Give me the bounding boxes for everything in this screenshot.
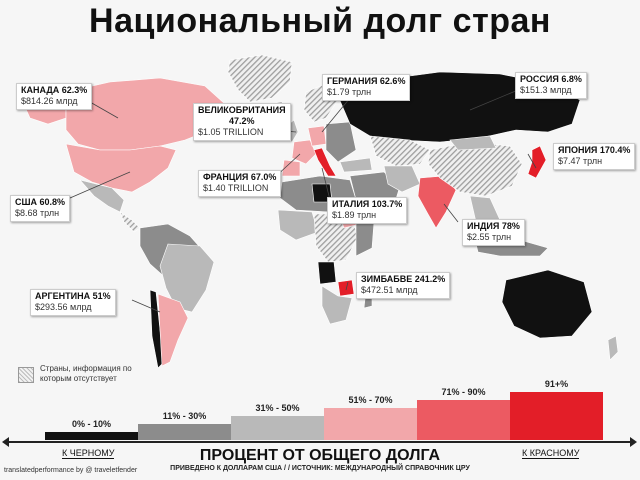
scale-subtitle: ПРИВЕДЕНО К ДОЛЛАРАМ США / / ИСТОЧНИК: М… — [170, 465, 470, 472]
legend-bin-3 — [231, 416, 324, 440]
canada-callout: КАНАДА 62.3% $814.26 млрд — [16, 83, 93, 110]
uk-value: $1.05 TRILLION — [198, 127, 264, 137]
southern-africa-region — [321, 285, 353, 325]
zimbabwe-callout: ЗИМБАБВЕ 241.2% $472.51 млрд — [356, 272, 451, 299]
mongolia-region — [449, 135, 497, 151]
uk-percent: 47.2% — [229, 116, 255, 126]
new-zealand-region — [607, 335, 619, 361]
usa-callout: США 60.8% $8.68 трлн — [10, 195, 71, 222]
uk-label: ВЕЛИКОБРИТАНИЯ — [198, 105, 286, 115]
canada-region — [65, 77, 226, 151]
central-america-region — [119, 211, 141, 233]
legend-bin-1 — [45, 432, 138, 440]
france-region — [291, 139, 317, 165]
legend-bin-4 — [324, 408, 417, 440]
central-asia-region — [369, 135, 431, 167]
west-africa-region — [277, 209, 319, 241]
scale-title: ПРОЦЕНТ ОТ ОБЩЕГО ДОЛГА — [199, 447, 441, 464]
russia-label: РОССИЯ 6.8% — [520, 74, 582, 84]
zimbabwe-region — [337, 279, 355, 297]
arrow-right-icon — [630, 437, 637, 447]
australia-region — [501, 269, 593, 339]
argentina-value: $293.56 млрд — [35, 302, 92, 312]
brazil-region — [159, 243, 215, 313]
russia-callout: РОССИЯ 6.8% $151.3 млрд — [515, 72, 587, 99]
legend-bin-6 — [510, 392, 603, 440]
india-label: ИНДИЯ 78% — [467, 221, 520, 231]
iran-region — [383, 165, 421, 193]
east-africa-region — [355, 221, 375, 257]
france-label: ФРАНЦИЯ 67.0% — [203, 172, 277, 182]
turkey-region — [339, 157, 373, 173]
france-value: $1.40 TRILLION — [203, 183, 269, 193]
legend-bin-label: 51% - 70% — [348, 395, 393, 405]
spain-region — [281, 159, 301, 177]
japan-callout: ЯПОНИЯ 170.4% $7.47 трлн — [553, 143, 636, 170]
angola-region — [317, 261, 337, 285]
eastern-europe-region — [325, 121, 357, 163]
germany-label: ГЕРМАНИЯ 62.6% — [327, 76, 406, 86]
italy-label: ИТАЛИЯ 103.7% — [332, 199, 403, 209]
legend-bin-label: 11% - 30% — [162, 411, 207, 421]
zimbabwe-label: ЗИМБАБВЕ 241.2% — [361, 274, 446, 284]
russia-value: $151.3 млрд — [520, 85, 572, 95]
nodata-legend-text: Страны, информация по которым отсутствуе… — [40, 364, 132, 383]
japan-value: $7.47 трлн — [558, 156, 603, 166]
india-value: $2.55 трлн — [467, 232, 512, 242]
to-black-label: К ЧЕРНОМУ — [62, 448, 115, 459]
legend-bin-label: 0% - 10% — [71, 419, 112, 429]
india-callout: ИНДИЯ 78% $2.55 трлн — [462, 219, 525, 246]
hatch-swatch — [18, 367, 34, 383]
legend-bin-label: 71% - 90% — [441, 387, 486, 397]
italy-callout: ИТАЛИЯ 103.7% $1.89 трлн — [327, 197, 408, 224]
scale-line — [6, 441, 634, 443]
argentina-callout: АРГЕНТИНА 51% $293.56 млрд — [30, 289, 116, 316]
greenland-region — [227, 54, 293, 103]
canada-value: $814.26 млрд — [21, 96, 78, 106]
uk-callout: ВЕЛИКОБРИТАНИЯ 47.2% $1.05 TRILLION — [193, 103, 291, 141]
page-title: Национальный долг стран — [89, 2, 551, 40]
japan-region — [527, 145, 547, 179]
legend-bin-label: 91+% — [544, 379, 569, 389]
france-callout: ФРАНЦИЯ 67.0% $1.40 TRILLION — [198, 170, 282, 197]
usa-label: США 60.8% — [15, 197, 66, 207]
japan-label: ЯПОНИЯ 170.4% — [558, 145, 631, 155]
legend-bin-5 — [417, 400, 510, 440]
italy-region — [313, 147, 337, 177]
to-red-label: К КРАСНОМУ — [522, 448, 580, 459]
germany-value: $1.79 трлн — [327, 87, 372, 97]
argentina-label: АРГЕНТИНА 51% — [35, 291, 111, 301]
argentina-region — [157, 293, 189, 367]
legend-bin-2 — [138, 424, 231, 440]
legend-bin-label: 31% - 50% — [255, 403, 300, 413]
usa-region — [65, 143, 177, 193]
credit-text: translatedperformance by @ traveletfende… — [4, 467, 138, 474]
arrow-left-icon — [2, 437, 9, 447]
canada-label: КАНАДА 62.3% — [21, 85, 88, 95]
germany-callout: ГЕРМАНИЯ 62.6% $1.79 трлн — [322, 74, 411, 101]
usa-value: $8.68 трлн — [15, 208, 60, 218]
italy-value: $1.89 трлн — [332, 210, 377, 220]
zimbabwe-value: $472.51 млрд — [361, 285, 418, 295]
